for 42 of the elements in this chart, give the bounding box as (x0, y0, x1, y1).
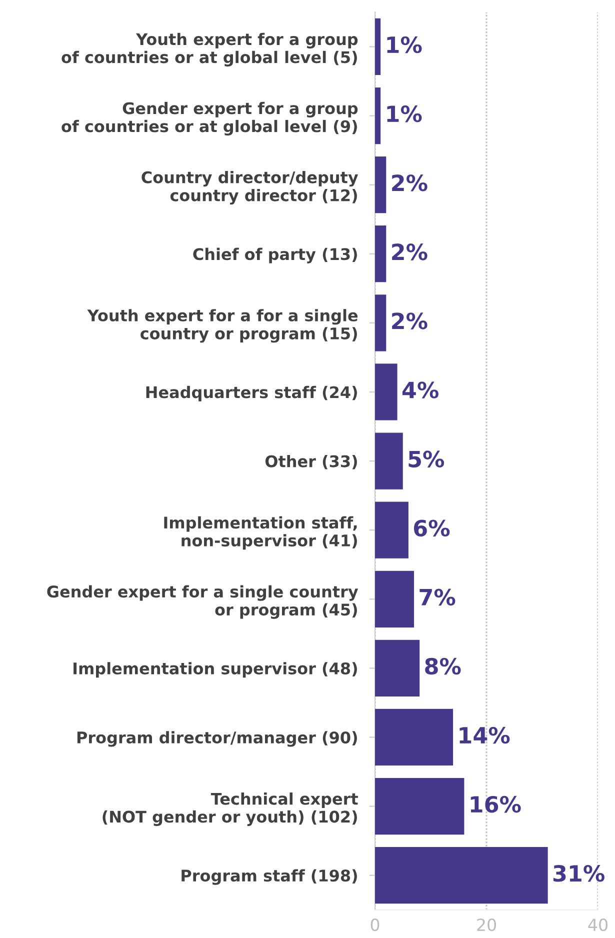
data-label: 14% (460, 726, 510, 744)
bar (375, 18, 381, 76)
data-label: 5% (408, 450, 444, 468)
bar (375, 778, 464, 835)
data-label: 4% (402, 382, 438, 398)
y-tick-label: Technical expert (NOT gender or youth) (102) (102, 792, 358, 826)
x-tick-label: 40 (588, 918, 608, 932)
bar (375, 640, 420, 696)
data-label: 1% (387, 105, 422, 122)
y-tick-label: Program staff (198) (182, 869, 357, 885)
data-label: 31% (553, 864, 604, 882)
y-tick-label: Implementation supervisor (48) (74, 662, 357, 678)
data-label: 8% (425, 658, 461, 675)
bar (375, 502, 408, 558)
bar (375, 226, 386, 282)
x-tick-label: 20 (477, 918, 496, 932)
data-label: 2% (392, 174, 428, 192)
x-tick-label: 0 (370, 918, 380, 932)
bar (375, 156, 386, 214)
data-label: 2% (392, 244, 428, 260)
bar (375, 294, 386, 352)
data-label: 1% (387, 36, 422, 54)
data-label: 6% (414, 520, 450, 537)
data-label: 16% (470, 796, 521, 813)
bar (375, 364, 398, 420)
bar (375, 87, 381, 144)
data-label: 7% (420, 588, 456, 606)
y-tick-label: Gender expert for a single country or program (45) (47, 585, 358, 619)
y-tick-label: Headquarters staff (24) (146, 386, 357, 402)
y-tick-label: Other (33) (265, 454, 357, 470)
bar (375, 570, 414, 628)
y-tick-label: Country director/deputy country director (12) (142, 170, 358, 205)
bar (375, 847, 548, 904)
y-tick-label: Gender expert for a group of countries or at global level (9) (62, 102, 358, 136)
y-tick-label: Program director/manager (90) (77, 731, 357, 747)
y-tick-label: Youth expert for a for a single country or program (15) (87, 309, 358, 343)
y-tick-label: Chief of party (13) (193, 248, 357, 264)
bar (375, 708, 454, 766)
y-tick-label: Implementation staff, non-supervisor (41) (164, 516, 357, 550)
bar (375, 432, 403, 490)
y-tick-label: Youth expert for a group of countries or at global level (5) (62, 32, 358, 66)
data-label: 2% (392, 312, 428, 330)
